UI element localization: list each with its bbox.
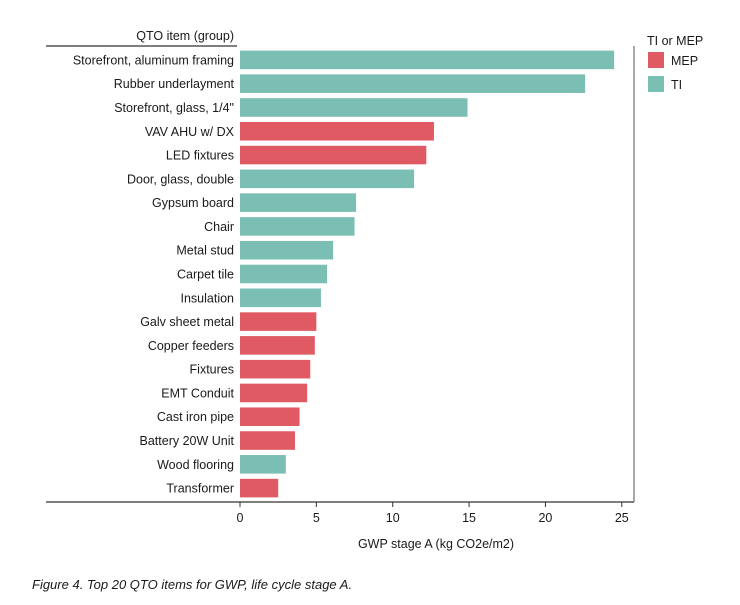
x-tick-label: 15: [462, 511, 476, 525]
category-label: Gypsum board: [152, 196, 234, 210]
bar: [240, 217, 355, 236]
category-label: Wood flooring: [157, 458, 234, 472]
bar: [240, 50, 615, 70]
bar: [240, 240, 334, 260]
figure-caption: Figure 4. Top 20 QTO items for GWP, life…: [32, 577, 353, 592]
legend: TI or MEP MEP TI: [647, 34, 703, 92]
bar: [240, 478, 279, 498]
bar: [240, 145, 427, 165]
x-tick-label: 0: [237, 511, 244, 525]
category-label: Insulation: [180, 291, 234, 305]
bar: [240, 288, 321, 308]
bar: [240, 98, 468, 117]
category-label: EMT Conduit: [161, 386, 234, 400]
bar: [240, 264, 328, 284]
x-tick-label: 20: [538, 511, 552, 525]
category-label: Carpet tile: [177, 268, 234, 282]
bar: [240, 312, 317, 331]
category-label: Transformer: [166, 482, 234, 496]
bar: [240, 431, 295, 450]
y-axis-header: QTO item (group): [136, 29, 234, 43]
category-label: VAV AHU w/ DX: [145, 125, 235, 139]
category-label: Storefront, glass, 1/4": [114, 101, 234, 115]
category-label: Battery 20W Unit: [140, 434, 235, 448]
x-tick-label: 10: [386, 511, 400, 525]
x-axis-ticks: 0 5 10 15 20 25: [237, 502, 629, 525]
bar: [240, 121, 434, 141]
legend-swatch-mep: [648, 52, 664, 68]
category-label: Chair: [204, 220, 234, 234]
bar: [240, 74, 586, 93]
category-label: Cast iron pipe: [157, 410, 234, 424]
legend-label-ti: TI: [671, 78, 682, 92]
legend-title: TI or MEP: [647, 34, 703, 48]
category-label: Copper feeders: [148, 339, 234, 353]
bar: [240, 407, 300, 427]
category-label: Rubber underlayment: [114, 77, 235, 91]
legend-swatch-ti: [648, 76, 664, 92]
x-tick-label: 25: [615, 511, 629, 525]
category-label: Storefront, aluminum framing: [73, 53, 234, 67]
category-label: Galv sheet metal: [140, 315, 234, 329]
bar: [240, 169, 415, 189]
category-labels: Storefront, aluminum framing Rubber under…: [73, 53, 235, 495]
x-tick-label: 5: [313, 511, 320, 525]
bar: [240, 193, 357, 212]
x-axis-label: GWP stage A (kg CO2e/m2): [358, 537, 514, 551]
bar: [240, 359, 311, 379]
category-label: Metal stud: [176, 244, 234, 258]
bar: [240, 383, 308, 403]
legend-label-mep: MEP: [671, 54, 698, 68]
category-label: Fixtures: [190, 363, 234, 377]
category-label: LED fixtures: [166, 149, 234, 163]
bar: [240, 336, 315, 355]
category-label: Door, glass, double: [127, 172, 234, 186]
bars-layer: [240, 50, 615, 498]
bar: [240, 455, 286, 474]
